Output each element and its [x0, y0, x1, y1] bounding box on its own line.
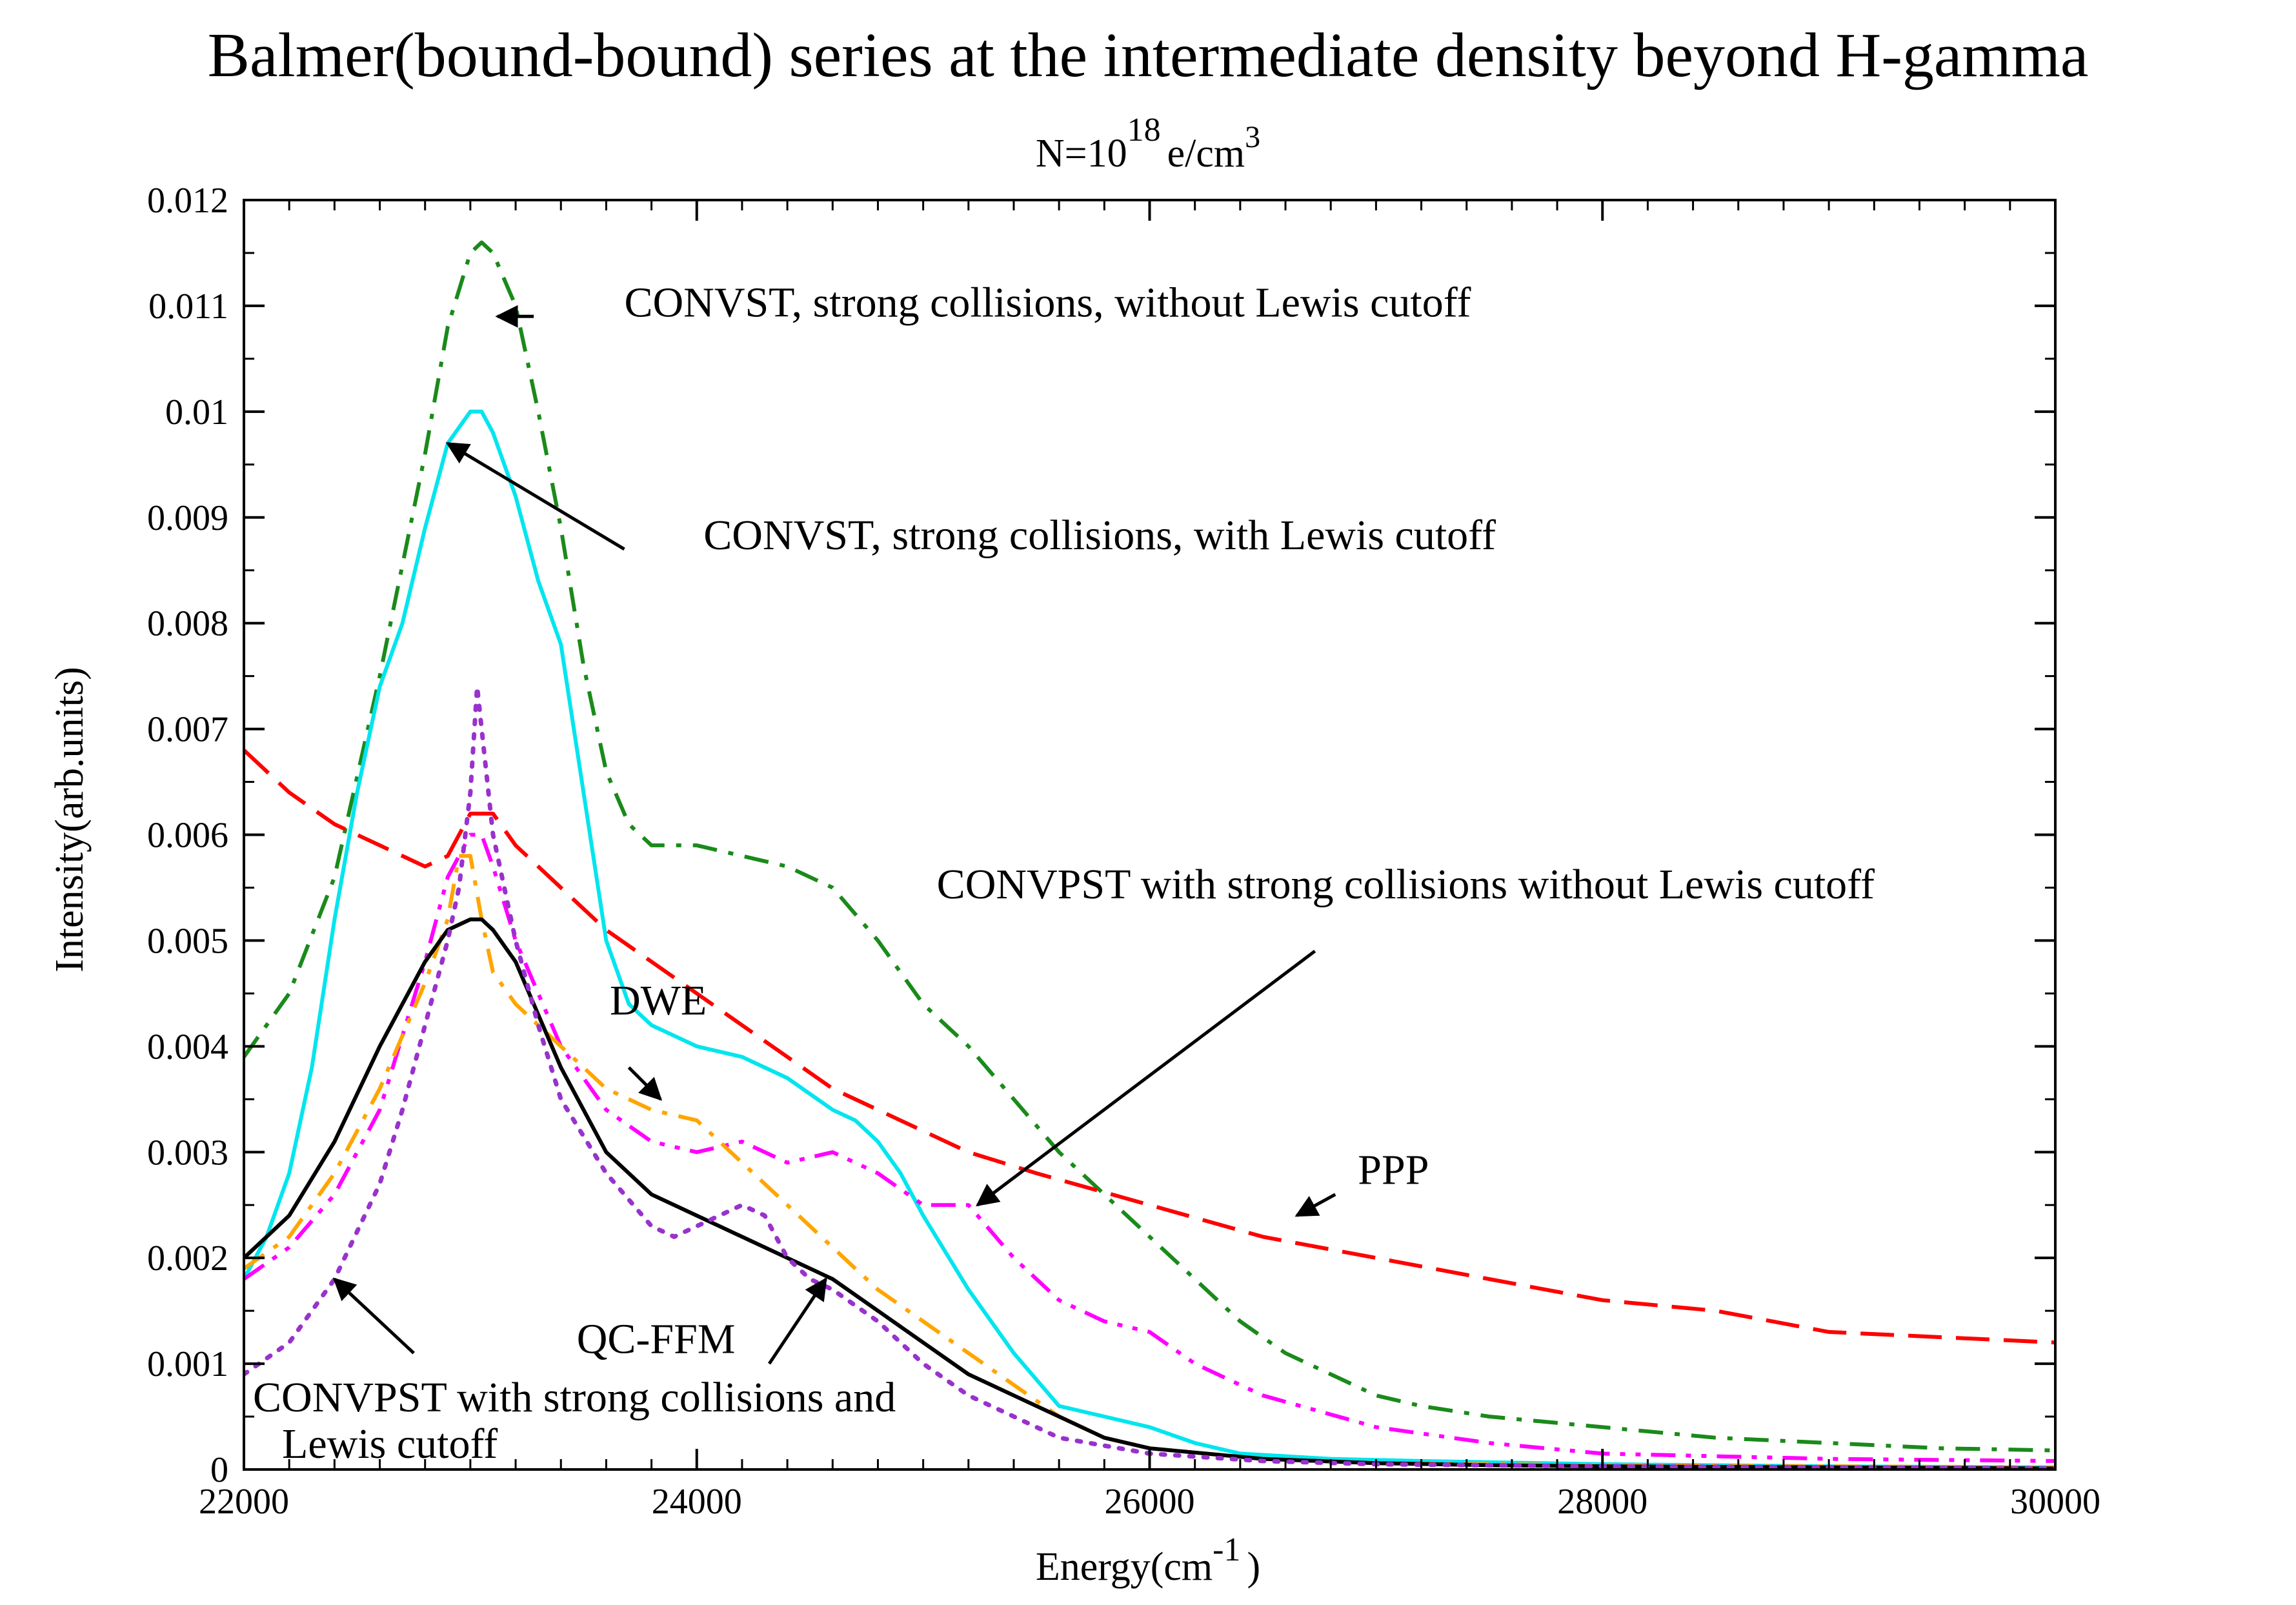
series-line-5	[244, 917, 2055, 1469]
subtitle-unit-exponent: 3	[1245, 120, 1260, 154]
annotation-text: CONVPST with strong collisions and	[253, 1374, 896, 1421]
annotation-text: CONVST, strong collisions, without Lewis…	[624, 279, 1471, 326]
annotation-text: DWE	[610, 977, 707, 1024]
y-axis-label: Intensity(arb.units)	[48, 667, 92, 973]
x-axis-label: Energy(cm-1)	[1036, 1531, 1260, 1589]
y-tick-label: 0.01	[165, 392, 228, 432]
subtitle-unit: e/cm	[1167, 132, 1245, 176]
annotation-ppp: PPP	[1294, 1146, 1429, 1217]
y-tick-label: 0.012	[147, 181, 228, 221]
x-tick-label: 22000	[199, 1482, 289, 1522]
subtitle-exponent: 18	[1127, 112, 1161, 148]
y-tick-label: 0.009	[147, 498, 228, 538]
y-tick-label: 0.008	[147, 604, 228, 644]
annotation-convst-no-lewis: CONVST, strong collisions, without Lewis…	[495, 279, 1471, 328]
y-tick-label: 0.001	[147, 1344, 228, 1384]
y-tick-label: 0.002	[147, 1238, 228, 1278]
annotation-arrow	[332, 1277, 415, 1355]
x-tick-label: 26000	[1105, 1482, 1195, 1522]
x-axis-label-superscript: -1	[1213, 1531, 1240, 1568]
x-tick-label: 30000	[2010, 1482, 2100, 1522]
subtitle-prefix: N=10	[1036, 132, 1127, 176]
annotations: CONVST, strong collisions, without Lewis…	[253, 279, 1875, 1468]
x-tick-label: 28000	[1557, 1482, 1647, 1522]
annotation-dwe: DWE	[610, 977, 707, 1101]
annotation-text: Lewis cutoff	[282, 1420, 498, 1468]
annotation-arrow	[976, 949, 1316, 1207]
annotation-arrow	[627, 1066, 663, 1101]
annotation-arrow	[1294, 1193, 1336, 1217]
plot-area: 0 0.001 0.002 0.003 0.004 0.005 0.006 0.007 0.00…	[147, 181, 2100, 1522]
chart-title: Balmer(bound-bound) series at the interm…	[208, 21, 2089, 90]
plot-frame	[243, 199, 2057, 1471]
series-line-2	[244, 749, 2055, 1345]
annotation-text: PPP	[1358, 1146, 1429, 1193]
y-tick-label: 0.003	[147, 1133, 228, 1173]
annotation-convpst-lewis: CONVPST with strong collisions andLewis …	[253, 1277, 896, 1468]
series-group	[244, 240, 2055, 1469]
series-line-0	[244, 240, 2055, 1453]
series-line-3	[244, 833, 2055, 1463]
annotation-text: CONVPST with strong collisions without L…	[937, 861, 1875, 908]
series-line-6	[244, 684, 2055, 1469]
x-axis-label-close: )	[1247, 1545, 1260, 1589]
annotation-text: CONVST, strong collisions, with Lewis cu…	[703, 512, 1496, 559]
x-axis-label-text: Energy(cm	[1036, 1545, 1213, 1589]
x-tick-label: 24000	[652, 1482, 742, 1522]
y-tick-label: 0.004	[147, 1027, 228, 1067]
annotation-qcffm: QC-FFM	[577, 1277, 827, 1365]
y-tick-label: 0	[210, 1450, 228, 1490]
chart-subtitle: N=1018e/cm3	[1036, 112, 1260, 176]
y-tick-label: 0.011	[148, 287, 228, 327]
y-tick-label: 0.005	[147, 921, 228, 961]
y-tick-label: 0.006	[147, 816, 228, 856]
annotation-convpst-no-lewis: CONVPST with strong collisions without L…	[937, 861, 1875, 1207]
annotation-arrow	[767, 1277, 827, 1365]
series-line-1	[244, 409, 2055, 1469]
annotation-arrow	[445, 441, 625, 551]
y-tick-label: 0.007	[147, 710, 228, 750]
annotation-text: QC-FFM	[577, 1316, 736, 1363]
annotation-convst-lewis: CONVST, strong collisions, with Lewis cu…	[445, 441, 1496, 559]
